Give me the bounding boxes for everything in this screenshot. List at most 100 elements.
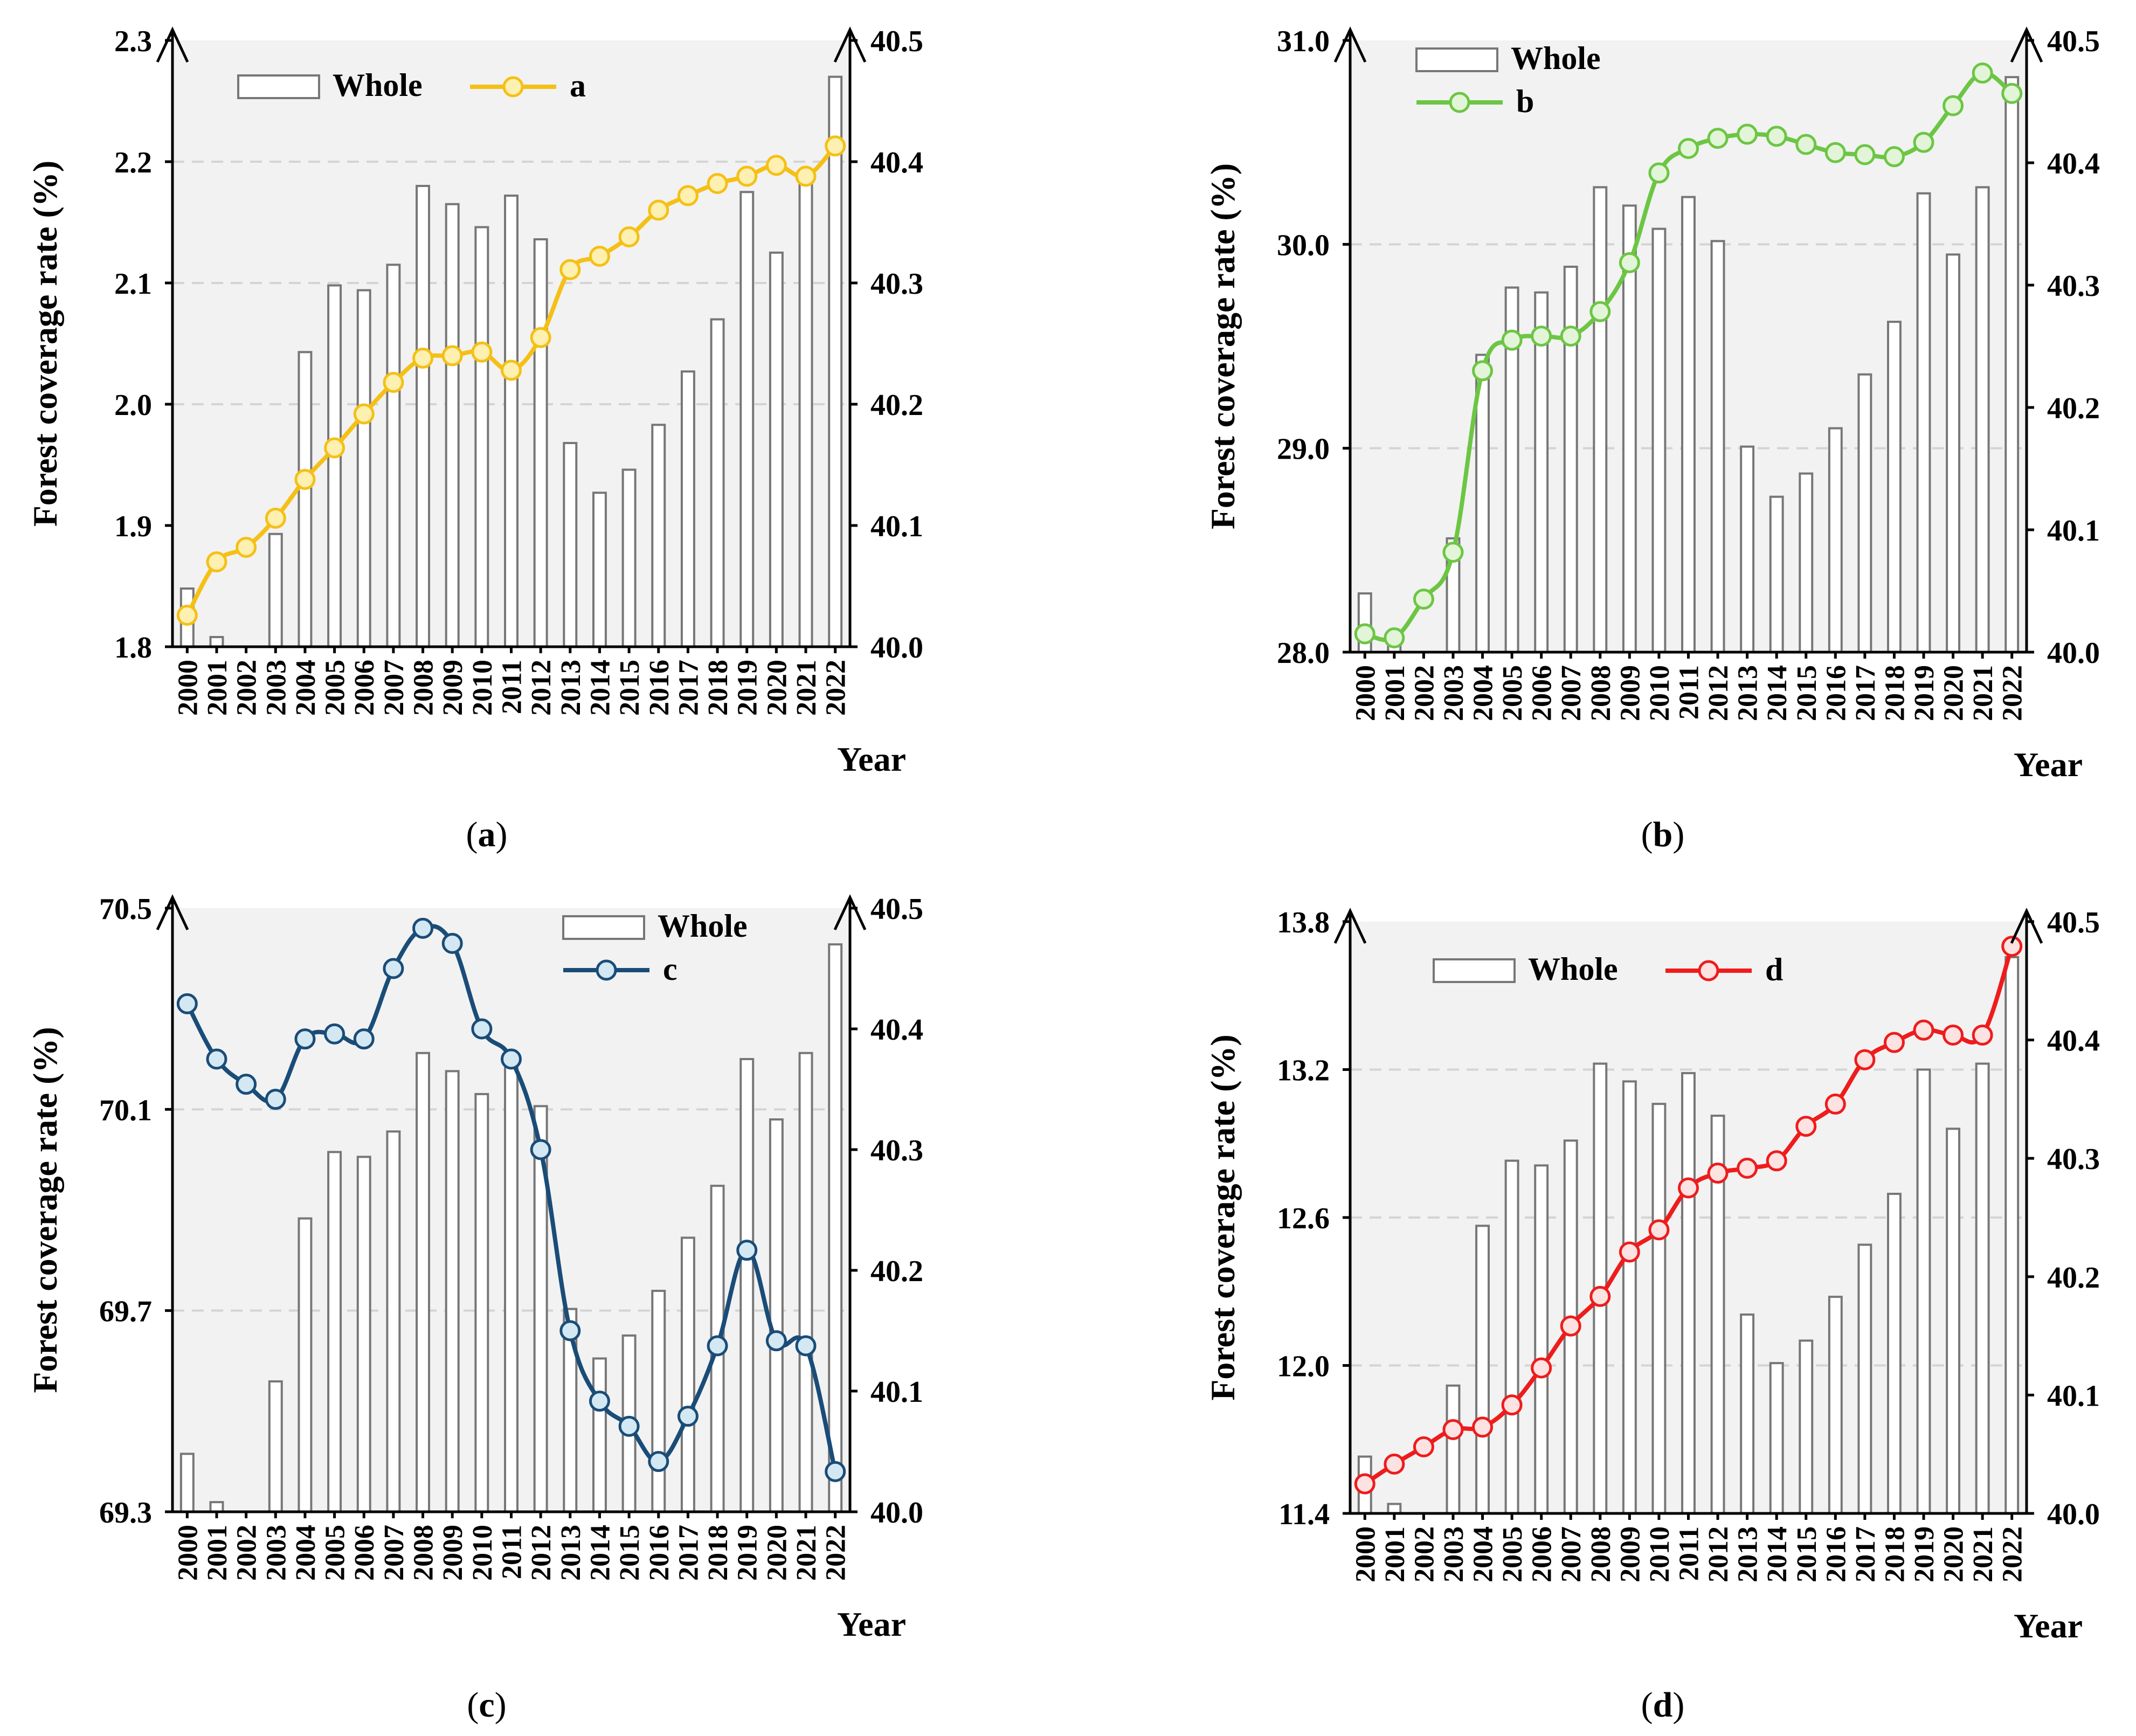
- left-axis-arrow: [1333, 26, 1367, 63]
- bar-whole-2009: [445, 203, 460, 648]
- bar-whole-2022: [828, 943, 843, 1513]
- point-a-2018: [707, 173, 728, 194]
- point-d-2014: [1766, 1150, 1787, 1172]
- x-tick-label: 2005: [1497, 665, 1528, 721]
- legend-marker-c: [596, 959, 617, 981]
- left-tick-label: 28.0: [1277, 637, 1330, 670]
- bar-whole-2000: [179, 1453, 195, 1513]
- right-axis-arrow: [833, 894, 867, 931]
- x-tick-label: 2018: [1879, 665, 1910, 721]
- panel-caption: (a): [466, 815, 508, 854]
- bar-whole-2020: [769, 251, 784, 648]
- bar-whole-2019: [739, 191, 755, 648]
- point-a-2021: [795, 165, 817, 187]
- point-b-2018: [1883, 146, 1905, 168]
- right-tick-label: 40.2: [2047, 392, 2100, 425]
- x-tick-label: 2014: [585, 1525, 616, 1581]
- bar-whole-2013: [1740, 1313, 1755, 1515]
- x-tick-label: 2008: [409, 1525, 439, 1581]
- point-a-2011: [501, 359, 522, 381]
- caption-close: ): [496, 815, 508, 854]
- x-tick-label: 2015: [1792, 1526, 1822, 1582]
- right-tick-label: 40.0: [870, 1496, 923, 1530]
- right-tick-label: 40.3: [870, 1134, 923, 1167]
- x-axis-title: Year: [2014, 745, 2083, 784]
- caption-letter: b: [1653, 815, 1673, 854]
- x-tick-label: 2002: [232, 660, 262, 716]
- x-tick-label: 2009: [1615, 1526, 1646, 1582]
- point-c-2017: [677, 1406, 699, 1427]
- point-c-2009: [441, 932, 463, 954]
- bar-whole-2019: [739, 1058, 755, 1513]
- left-tick-label: 12.0: [1277, 1350, 1330, 1384]
- x-tick-label: 2012: [526, 660, 557, 716]
- bar-whole-2020: [1946, 253, 1961, 653]
- legend: Whole b: [1415, 40, 1601, 119]
- point-a-2001: [206, 551, 227, 572]
- point-b-2003: [1442, 542, 1464, 563]
- x-tick-label: 2017: [1850, 1526, 1881, 1582]
- bar-whole-2005: [327, 1151, 342, 1513]
- bar-whole-2015: [621, 468, 637, 648]
- bar-whole-2003: [268, 532, 283, 648]
- bar-whole-2007: [386, 264, 401, 648]
- bar-whole-2008: [1593, 186, 1608, 653]
- point-a-2008: [412, 348, 434, 369]
- x-tick-label: 2021: [791, 660, 822, 716]
- point-d-2010: [1648, 1219, 1670, 1241]
- x-tick-label: 2018: [1879, 1526, 1910, 1582]
- legend-label-whole: Whole: [1511, 40, 1601, 76]
- x-tick-label: 2010: [1644, 665, 1675, 721]
- bar-whole-2018: [710, 318, 725, 648]
- point-c-2008: [412, 917, 434, 939]
- left-tick-label: 69.3: [99, 1496, 152, 1530]
- bar-whole-2009: [1622, 1080, 1637, 1514]
- point-a-2009: [441, 345, 463, 366]
- right-tick-label: 40.3: [2047, 269, 2100, 303]
- bar-whole-2007: [386, 1130, 401, 1513]
- x-tick-label: 2006: [349, 1525, 380, 1581]
- x-tick-label: 2003: [261, 1525, 292, 1581]
- bar-whole-2013: [563, 442, 578, 648]
- point-d-2005: [1501, 1394, 1523, 1416]
- x-tick-label: 2018: [703, 660, 734, 716]
- right-tick-label: 40.5: [870, 25, 923, 58]
- bar-whole-2021: [1975, 1062, 1990, 1514]
- point-d-2008: [1589, 1285, 1611, 1307]
- x-tick-label: 2003: [261, 660, 292, 716]
- point-c-2007: [383, 958, 404, 979]
- point-a-2005: [324, 437, 345, 459]
- point-c-2020: [765, 1330, 787, 1352]
- x-tick-label: 2009: [438, 1525, 468, 1581]
- x-tick-label: 2022: [1997, 1526, 2028, 1582]
- x-tick-label: 2001: [202, 1525, 233, 1581]
- bar-whole-2012: [533, 238, 548, 648]
- point-b-2004: [1472, 360, 1494, 382]
- legend: Whole a: [237, 67, 586, 103]
- x-tick-label: 2001: [202, 660, 233, 716]
- bar-whole-2001: [209, 1501, 224, 1513]
- legend: Whole d: [1433, 951, 1783, 987]
- bar-whole-2006: [1534, 1164, 1549, 1514]
- x-tick-label: 2008: [409, 660, 439, 716]
- x-tick-label: 2012: [526, 1525, 557, 1581]
- legend-label-whole: Whole: [1528, 951, 1618, 987]
- left-axis-arrow: [156, 894, 189, 931]
- legend-label-b: b: [1516, 84, 1534, 119]
- bar-whole-2021: [1975, 186, 1990, 653]
- point-c-2003: [265, 1089, 286, 1110]
- bar-whole-2017: [680, 1236, 695, 1513]
- legend-swatch-whole: [237, 74, 320, 99]
- bar-whole-2018: [1886, 321, 1902, 653]
- x-tick-label: 2020: [1939, 1526, 1969, 1582]
- point-a-2013: [559, 259, 581, 280]
- caption-open: (: [467, 1685, 479, 1725]
- point-a-2007: [383, 372, 404, 393]
- bar-whole-2001: [209, 636, 224, 648]
- bar-whole-2012: [1710, 240, 1725, 653]
- bar-whole-2009: [445, 1070, 460, 1513]
- right-axis-arrow: [833, 26, 867, 63]
- bar-whole-2022: [2004, 956, 2020, 1514]
- panel-caption: (d): [1641, 1685, 1685, 1725]
- bar-whole-2016: [651, 424, 666, 648]
